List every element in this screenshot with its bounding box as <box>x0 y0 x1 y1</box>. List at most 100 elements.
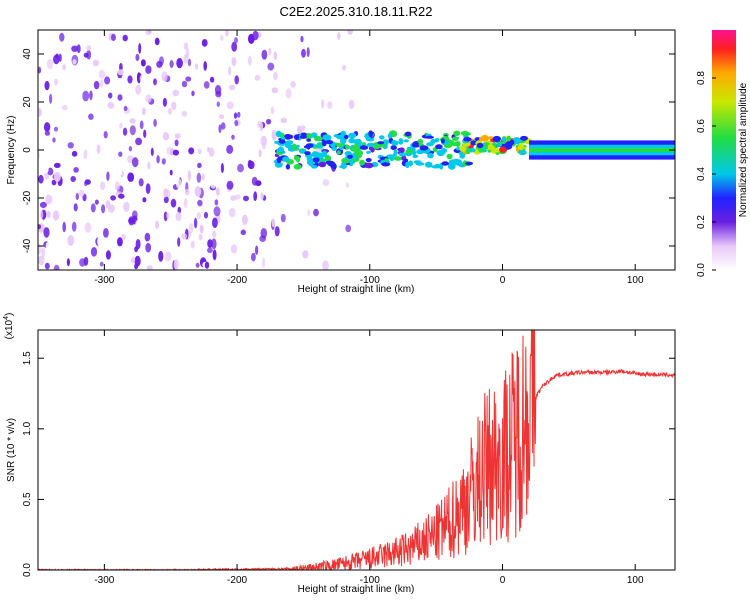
heatmap-cell <box>119 122 123 129</box>
colorbar-tick-label: 0.0 <box>696 263 707 277</box>
heatmap-cell <box>185 188 190 196</box>
heatmap-cell <box>344 134 349 140</box>
heatmap-cell <box>518 149 527 155</box>
heatmap-cell <box>366 142 375 147</box>
heatmap-cell <box>43 227 50 238</box>
heatmap-cell <box>145 94 152 103</box>
heatmap-cell <box>301 48 306 58</box>
heatmap-cell <box>237 111 241 118</box>
heatmap-cell <box>331 146 338 151</box>
x-tick-label: 100 <box>627 275 644 286</box>
heatmap-cell <box>293 134 300 141</box>
heatmap-cell <box>506 135 511 142</box>
heatmap-cell <box>424 161 433 168</box>
heatmap-cell <box>234 37 238 44</box>
heatmap-cell <box>153 118 157 127</box>
heatmap-cell <box>71 221 77 232</box>
heatmap-cell <box>143 129 147 138</box>
heatmap-cell <box>226 101 234 110</box>
heatmap-cell <box>101 204 106 214</box>
heatmap-cell <box>430 138 437 144</box>
heatmap-cell <box>88 188 95 195</box>
heatmap-cell <box>128 216 135 226</box>
heatmap-cell <box>267 62 275 71</box>
heatmap-cell <box>443 144 452 149</box>
heatmap-cell <box>441 161 450 166</box>
heatmap-cell <box>366 137 375 142</box>
heatmap-cell <box>233 112 238 119</box>
heatmap-cell <box>194 63 199 70</box>
x-tick-label: -200 <box>227 575 247 586</box>
heatmap-cell <box>38 224 42 230</box>
heatmap-cell <box>84 222 92 233</box>
heatmap-cell <box>103 228 109 238</box>
heatmap-cell <box>150 147 154 156</box>
heatmap-cell <box>408 160 413 167</box>
colorbar-tick-label: 0.6 <box>696 119 707 133</box>
heatmap-cell <box>174 139 179 147</box>
spectrogram-y-ticks: -40 -20 0 20 40 <box>22 48 675 253</box>
heatmap-cell <box>51 179 57 186</box>
y-tick-label: 1.5 <box>22 351 33 365</box>
heatmap-cell <box>183 54 189 64</box>
heatmap-cell <box>167 108 173 115</box>
heatmap-cell <box>163 196 169 204</box>
heatmap-cell <box>446 153 453 160</box>
x-tick-label: -100 <box>360 275 380 286</box>
y-tick-label: 0.5 <box>22 492 33 506</box>
heatmap-cell <box>177 237 181 247</box>
heatmap-cell <box>330 229 335 240</box>
heatmap-cell <box>366 150 371 154</box>
heatmap-cell <box>53 54 60 65</box>
heatmap-cell <box>94 199 99 205</box>
heatmap-cell <box>135 84 142 95</box>
heatmap-cell <box>293 164 302 170</box>
heatmap-cell <box>337 32 341 40</box>
heatmap-cell <box>285 164 291 170</box>
heatmap-cell <box>46 58 54 70</box>
heatmap-cell <box>452 136 459 142</box>
x-tick-label: 100 <box>627 575 644 586</box>
heatmap-cell <box>348 132 357 139</box>
y-tick-label: 0.0 <box>22 563 33 577</box>
heatmap-cell <box>368 130 374 138</box>
heatmap-cell <box>332 163 337 170</box>
heatmap-cell <box>76 44 81 54</box>
heatmap-cell <box>216 101 220 107</box>
heatmap-cell <box>253 191 258 202</box>
colorbar-label: Normalized spectral amplitude <box>738 82 749 217</box>
heatmap-cell <box>77 144 84 156</box>
heatmap-cell <box>38 174 44 184</box>
heatmap-cell <box>321 140 327 147</box>
heatmap-cell <box>260 228 268 239</box>
heatmap-cell <box>73 203 78 212</box>
heatmap-cell <box>144 232 151 242</box>
heatmap-cell <box>104 76 111 85</box>
svg-text:(x104): (x104) <box>3 313 15 340</box>
heatmap-cell <box>228 84 236 91</box>
heatmap-cell <box>228 66 232 76</box>
heatmap-cell <box>201 39 208 47</box>
heatmap-cell <box>234 75 239 85</box>
heatmap-cell <box>187 58 192 67</box>
heatmap-cell <box>108 92 113 99</box>
heatmap-cell <box>270 106 275 115</box>
heatmap-cell <box>108 55 113 63</box>
heatmap-cell <box>431 165 440 169</box>
heatmap-cell <box>110 195 116 201</box>
heatmap-cell <box>76 228 83 239</box>
heatmap-cell <box>195 262 200 268</box>
heatmap-cell <box>241 214 248 225</box>
heatmap-cell <box>234 194 241 200</box>
heatmap-cell <box>321 150 328 158</box>
x-tick-label: -300 <box>94 575 114 586</box>
heatmap-cell <box>403 158 409 163</box>
heatmap-cell <box>323 75 329 85</box>
heatmap-cell <box>207 247 213 253</box>
heatmap-cell <box>90 247 98 257</box>
heatmap-cell <box>93 80 100 90</box>
heatmap-cell <box>260 192 264 200</box>
heatmap-cell <box>158 250 164 262</box>
heatmap-cell <box>398 152 407 157</box>
x-tick-label: -100 <box>360 575 380 586</box>
